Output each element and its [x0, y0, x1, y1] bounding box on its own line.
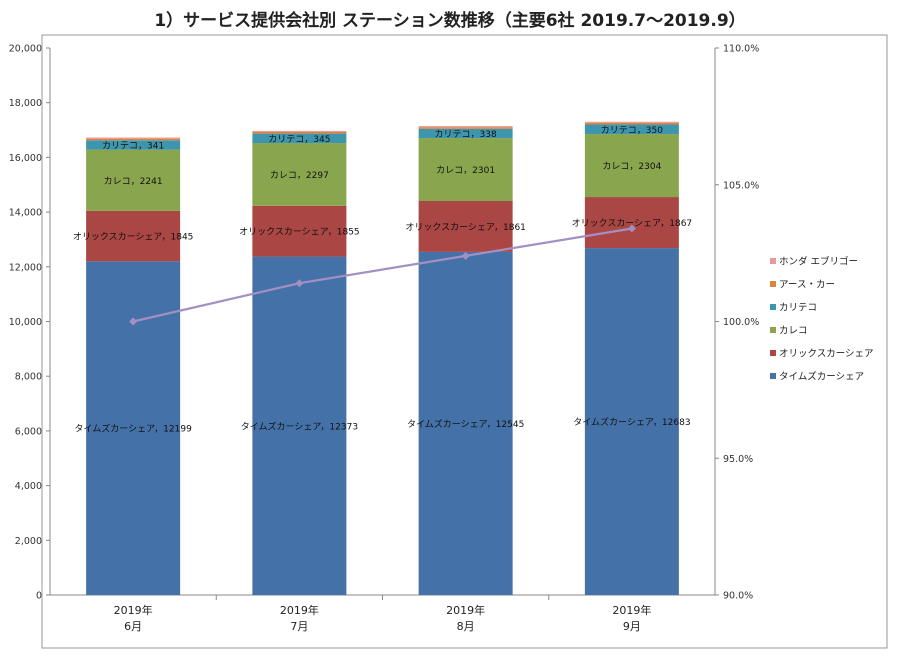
x-tick-label: 7月 [290, 620, 308, 633]
legend-swatch [770, 304, 776, 310]
legend-label: オリックスカーシェア [779, 349, 874, 360]
y-right-tick-label: 95.0% [723, 454, 753, 465]
data-label: タイムズカーシェア，12199 [74, 423, 192, 435]
bar-segment [418, 200, 513, 252]
x-tick-label: 2019年 [612, 603, 651, 617]
bar-segment [86, 140, 181, 150]
data-label: カレコ，2297 [270, 170, 329, 181]
line-point [295, 279, 304, 288]
data-label: カリテコ，345 [268, 134, 330, 145]
data-label: カレコ，2304 [602, 161, 661, 172]
legend-swatch [770, 350, 776, 356]
data-label: カリテコ，338 [435, 129, 497, 140]
data-label: カレコ，2301 [436, 165, 495, 176]
data-label: カリテコ，350 [601, 125, 663, 136]
data-label: オリックスカーシェア，1855 [239, 227, 360, 238]
legend-swatch [770, 281, 776, 287]
data-label: オリックスカーシェア，1861 [405, 222, 526, 233]
bar-segment [252, 143, 347, 206]
data-label: オリックスカーシェア，1867 [572, 218, 693, 229]
line-series [132, 227, 633, 323]
bar-segment [418, 127, 513, 129]
bar-segment [86, 138, 181, 141]
bar-segment [418, 128, 513, 139]
bar-segment [252, 131, 347, 134]
legend-label: アース・カー [779, 280, 835, 291]
data-label: カレコ，2241 [104, 176, 163, 187]
bar-segment [584, 248, 679, 596]
bar-segment [418, 251, 513, 595]
data-label: カリテコ，341 [102, 140, 164, 151]
bar-segment [584, 197, 679, 249]
y-left-tick-label: 2,000 [15, 536, 42, 547]
x-tick-label: 2019年 [446, 603, 485, 617]
y-left-tick-label: 4,000 [15, 481, 42, 492]
bar-segment [86, 137, 181, 139]
bar-segment [252, 130, 347, 132]
bar-segment [252, 133, 347, 144]
bar-segment [86, 261, 181, 595]
legend-swatch [770, 373, 776, 379]
x-tick-label: 2019年 [114, 603, 153, 617]
legend-swatch [770, 327, 776, 333]
y-left-tick-label: 14,000 [9, 208, 42, 219]
y-right-tick-label: 90.0% [723, 591, 753, 602]
bar-segment [584, 124, 679, 135]
y-left-tick-label: 16,000 [9, 153, 42, 164]
x-tick-label: 8月 [457, 620, 475, 633]
x-tick-label: 9月 [623, 620, 641, 633]
legend-label: ホンダ エブリゴー [779, 256, 858, 268]
bar-segment [418, 138, 513, 201]
data-label: タイムズカーシェア，12683 [573, 416, 690, 428]
data-label: オリックスカーシェア，1845 [73, 232, 194, 243]
legend-label: タイムズカーシェア [779, 371, 864, 383]
y-left-tick-label: 10,000 [9, 317, 42, 328]
bar-segment [86, 210, 181, 262]
bar-segment [418, 126, 513, 128]
x-tick-label: 2019年 [280, 603, 319, 617]
bar-segment [252, 256, 347, 595]
bar-segment [584, 121, 679, 123]
legend-swatch [770, 258, 776, 264]
bar-segment [584, 134, 679, 198]
y-left-tick-label: 6,000 [15, 426, 42, 437]
line-point [461, 251, 470, 260]
data-label: タイムズカーシェア，12373 [241, 420, 358, 432]
line-point [129, 317, 138, 326]
y-right-tick-label: 110.0% [723, 44, 759, 55]
bar-segment [252, 205, 347, 257]
y-left-tick-label: 8,000 [15, 372, 42, 383]
y-right-tick-label: 105.0% [723, 180, 759, 191]
line-point [627, 224, 636, 233]
x-tick-label: 6月 [124, 620, 142, 633]
y-left-tick-label: 12,000 [9, 262, 42, 273]
legend-label: カレコ [779, 326, 808, 337]
y-left-tick-label: 18,000 [9, 98, 42, 109]
bar-segment [584, 122, 679, 125]
y-right-tick-label: 100.0% [723, 317, 759, 328]
y-left-tick-label: 20,000 [9, 44, 42, 55]
plot-frame [41, 34, 888, 649]
legend-label: カリテコ [779, 303, 817, 314]
bar-segment [86, 149, 181, 211]
y-left-tick-label: 0 [36, 591, 42, 602]
chart-title: 1）サービス提供会社別 ステーション数推移（主要6社 2019.7～2019.9… [154, 10, 745, 31]
data-label: タイムズカーシェア，12545 [407, 418, 524, 430]
